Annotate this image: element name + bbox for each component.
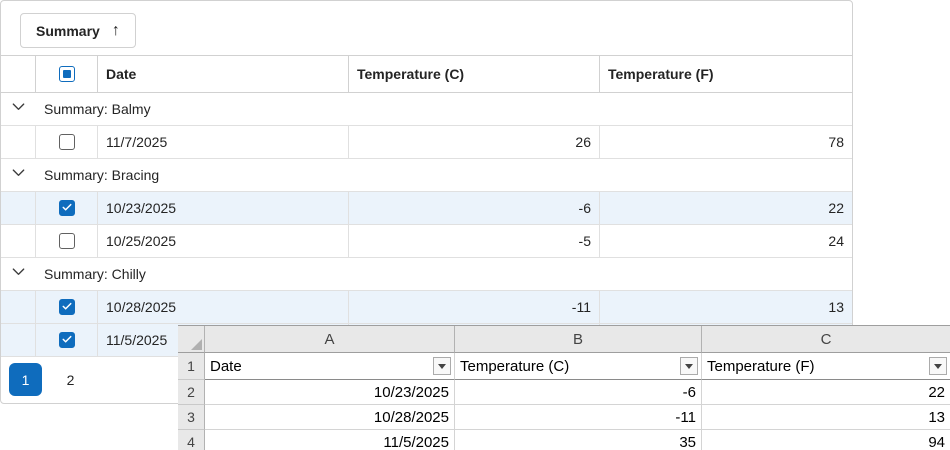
row-checkbox-cell bbox=[36, 126, 98, 158]
corner-triangle-icon bbox=[191, 339, 202, 350]
row-checkbox-cell bbox=[36, 225, 98, 257]
pager-page-1[interactable]: 1 bbox=[9, 363, 42, 396]
spreadsheet-select-all-corner[interactable] bbox=[178, 326, 205, 353]
spreadsheet-cell[interactable]: 11/5/2025 bbox=[205, 430, 455, 450]
chevron-down-icon bbox=[11, 264, 26, 284]
spreadsheet-filter-row: 1 Date Temperature (C) Temperature (F) bbox=[178, 353, 950, 380]
row-select-checkbox[interactable] bbox=[58, 299, 75, 315]
group-label: Summary: Bracing bbox=[44, 167, 160, 183]
checkmark-icon bbox=[61, 200, 73, 216]
filter-dropdown-button[interactable] bbox=[680, 357, 698, 375]
indeterminate-mark-icon bbox=[62, 70, 71, 78]
select-all-checkbox[interactable] bbox=[58, 66, 75, 82]
row-checkbox-cell bbox=[36, 291, 98, 323]
group-expand-cell[interactable] bbox=[1, 264, 36, 284]
row-expand-spacer-cell bbox=[1, 291, 36, 323]
temperature-c-cell: -6 bbox=[349, 192, 600, 224]
filter-arrow-icon bbox=[438, 363, 446, 369]
table-row[interactable]: 10/25/2025 -5 24 bbox=[1, 225, 852, 258]
grid-header-row: Date Temperature (C) Temperature (F) bbox=[1, 56, 852, 93]
temperature-f-cell: 24 bbox=[828, 233, 844, 249]
spreadsheet-header-cell[interactable]: Temperature (C) bbox=[455, 353, 702, 380]
temperature-c-cell: 26 bbox=[349, 126, 600, 158]
spreadsheet-cell[interactable]: 94 bbox=[702, 430, 950, 450]
temperature-f-cell: 78 bbox=[828, 134, 844, 150]
spreadsheet-column-letter-b[interactable]: B bbox=[455, 326, 702, 353]
spreadsheet-cell[interactable]: -11 bbox=[455, 405, 702, 430]
group-label: Summary: Chilly bbox=[44, 266, 146, 282]
grid-body: Summary: Balmy 11/7/2025 26 78 Summary: Brac… bbox=[1, 93, 852, 357]
row-select-checkbox[interactable] bbox=[58, 134, 75, 150]
checkmark-icon bbox=[61, 299, 73, 315]
spreadsheet-header-cell[interactable]: Date bbox=[205, 353, 455, 380]
spreadsheet-column-letter-c[interactable]: C bbox=[702, 326, 950, 353]
filter-arrow-icon bbox=[685, 363, 693, 369]
row-expand-spacer-cell bbox=[1, 192, 36, 224]
spreadsheet-header-cell[interactable]: Temperature (F) bbox=[702, 353, 950, 380]
spreadsheet-data-row: 3 10/28/2025 -11 13 bbox=[178, 405, 950, 430]
spreadsheet-column-letter-a[interactable]: A bbox=[205, 326, 455, 353]
spreadsheet-row-number-2[interactable]: 2 bbox=[178, 380, 205, 405]
row-checkbox-cell bbox=[36, 192, 98, 224]
row-select-checkbox[interactable] bbox=[58, 332, 75, 348]
spreadsheet-body: 1 Date Temperature (C) Temperature (F) 2 10/2… bbox=[178, 353, 950, 450]
group-expand-cell[interactable] bbox=[1, 165, 36, 185]
temperature-f-cell: 13 bbox=[828, 299, 844, 315]
date-cell: 10/28/2025 bbox=[98, 291, 349, 323]
row-expand-spacer-cell bbox=[1, 225, 36, 257]
spreadsheet-cell[interactable]: 13 bbox=[702, 405, 950, 430]
group-expand-cell[interactable] bbox=[1, 99, 36, 119]
group-label: Summary: Balmy bbox=[44, 101, 151, 117]
pager-page-2[interactable]: 2 bbox=[54, 363, 87, 396]
group-header-row: Summary: Chilly bbox=[1, 258, 852, 291]
grid-toolbar: Summary ↑ bbox=[1, 1, 852, 56]
spreadsheet-cell[interactable]: 10/28/2025 bbox=[205, 405, 455, 430]
row-expand-spacer-cell bbox=[1, 324, 36, 356]
column-header-date[interactable]: Date bbox=[98, 56, 349, 92]
spreadsheet-row-number-1[interactable]: 1 bbox=[178, 353, 205, 380]
temperature-c-cell: -5 bbox=[349, 225, 600, 257]
spreadsheet-data-row: 2 10/23/2025 -6 22 bbox=[178, 380, 950, 405]
data-grid: Summary ↑ Date Temperature (C) Temperatu… bbox=[0, 0, 853, 404]
sort-ascending-arrow-icon: ↑ bbox=[111, 21, 120, 39]
row-expand-spacer-cell bbox=[1, 126, 36, 158]
summary-button-label: Summary bbox=[36, 22, 100, 39]
spreadsheet-cell[interactable]: 10/23/2025 bbox=[205, 380, 455, 405]
filter-arrow-icon bbox=[934, 363, 942, 369]
spreadsheet-cell[interactable]: 35 bbox=[455, 430, 702, 450]
table-row[interactable]: 10/28/2025 -11 13 bbox=[1, 291, 852, 324]
spreadsheet-cell[interactable]: -6 bbox=[455, 380, 702, 405]
date-cell: 10/25/2025 bbox=[98, 225, 349, 257]
group-header-row: Summary: Balmy bbox=[1, 93, 852, 126]
header-expand-column bbox=[1, 56, 36, 92]
temperature-f-cell: 22 bbox=[828, 200, 844, 216]
summary-sort-button[interactable]: Summary ↑ bbox=[20, 13, 136, 48]
group-header-row: Summary: Bracing bbox=[1, 159, 852, 192]
spreadsheet-row-number-3[interactable]: 3 bbox=[178, 405, 205, 430]
checkmark-icon bbox=[61, 332, 73, 348]
spreadsheet-cell[interactable]: 22 bbox=[702, 380, 950, 405]
spreadsheet-data-row: 4 11/5/2025 35 94 bbox=[178, 430, 950, 450]
spreadsheet-row-number-4[interactable]: 4 bbox=[178, 430, 205, 450]
header-select-all-cell bbox=[36, 56, 98, 92]
table-row[interactable]: 11/7/2025 26 78 bbox=[1, 126, 852, 159]
table-row[interactable]: 10/23/2025 -6 22 bbox=[1, 192, 852, 225]
temperature-c-cell: -11 bbox=[349, 291, 600, 323]
chevron-down-icon bbox=[11, 165, 26, 185]
filter-dropdown-button[interactable] bbox=[433, 357, 451, 375]
column-header-temperature-f[interactable]: Temperature (F) bbox=[608, 66, 714, 82]
chevron-down-icon bbox=[11, 99, 26, 119]
row-checkbox-cell bbox=[36, 324, 98, 356]
date-cell: 11/7/2025 bbox=[98, 126, 349, 158]
row-select-checkbox[interactable] bbox=[58, 200, 75, 216]
column-header-temperature-c[interactable]: Temperature (C) bbox=[349, 56, 600, 92]
date-cell: 10/23/2025 bbox=[98, 192, 349, 224]
row-select-checkbox[interactable] bbox=[58, 233, 75, 249]
filter-dropdown-button[interactable] bbox=[929, 357, 947, 375]
